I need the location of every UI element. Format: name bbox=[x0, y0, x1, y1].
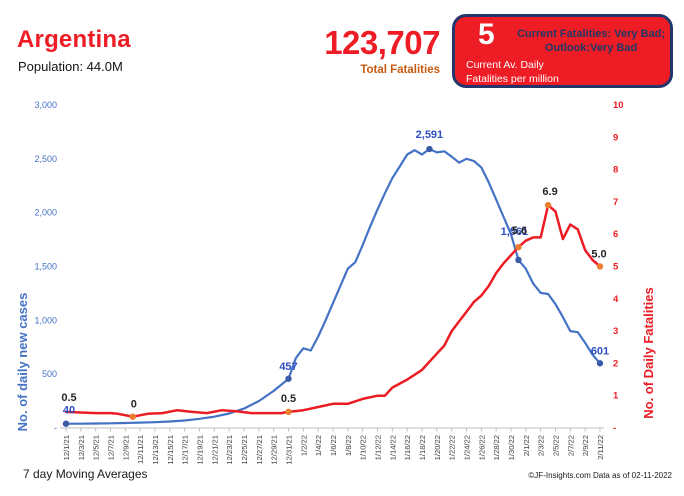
x-axis-label: 1/8/22 bbox=[344, 435, 353, 456]
x-axis-label: 1/2/22 bbox=[299, 435, 308, 456]
data-label-0: 0 bbox=[131, 399, 137, 411]
x-axis-label: 12/1/21 bbox=[62, 435, 71, 460]
daily-fatalities-7dma-marker bbox=[285, 408, 292, 416]
x-axis-label: 1/6/22 bbox=[329, 435, 338, 456]
left-axis-tick-label: 1,000 bbox=[34, 315, 57, 325]
right-axis-tick-label: 1 bbox=[613, 391, 619, 402]
x-axis-label: 1/24/22 bbox=[463, 435, 472, 460]
left-axis-tick-label: 2,500 bbox=[34, 154, 57, 164]
x-axis-label: 1/16/22 bbox=[403, 435, 412, 460]
daily-fatalities-per-million-caption: Current Av. Daily Fatalities per million bbox=[466, 58, 559, 86]
x-axis-label: 12/7/21 bbox=[107, 435, 116, 460]
data-label-2591: 2,591 bbox=[416, 129, 444, 141]
data-label-457: 457 bbox=[279, 361, 297, 373]
daily-new-cases-7dma-marker bbox=[515, 256, 522, 264]
x-axis-label: 1/18/22 bbox=[418, 435, 427, 460]
x-axis-label: 12/27/21 bbox=[255, 435, 264, 465]
caption-line-2: Fatalities per million bbox=[466, 73, 559, 86]
daily-new-cases-7dma-marker bbox=[62, 420, 70, 427]
source-attribution: ©JF-Insights.com Data as of 02-11-2022 bbox=[528, 471, 672, 480]
x-axis-label: 12/11/21 bbox=[136, 435, 145, 464]
x-axis-label: 12/3/21 bbox=[77, 435, 86, 460]
x-axis-label: 12/19/21 bbox=[196, 435, 205, 465]
fatality-metric-card: 5 Current Av. Daily Fatalities per milli… bbox=[452, 14, 673, 88]
left-axis-tick-label: 1,500 bbox=[34, 262, 57, 272]
x-axis-label: 12/13/21 bbox=[151, 435, 160, 465]
x-axis-label: 2/3/22 bbox=[537, 435, 546, 456]
x-axis-label: 12/15/21 bbox=[166, 435, 175, 465]
daily-new-cases-7dma-marker bbox=[596, 360, 604, 367]
right-axis-tick-label: 2 bbox=[613, 358, 618, 369]
status-line-2: Outlook:Very Bad bbox=[544, 41, 638, 54]
population-label: Population: 44.0M bbox=[18, 59, 123, 74]
right-axis-tick-label: - bbox=[613, 423, 616, 434]
x-axis-label: 12/31/21 bbox=[285, 435, 294, 465]
status-line-1: Current Fatalities: Very Bad; bbox=[517, 28, 665, 40]
right-axis-tick-label: 6 bbox=[613, 229, 618, 240]
right-axis-tick-label: 5 bbox=[613, 262, 619, 273]
x-axis-label: 12/9/21 bbox=[121, 435, 130, 460]
x-axis-label: 12/21/21 bbox=[210, 435, 219, 465]
daily-fatalities-7dma-marker bbox=[515, 243, 522, 251]
data-label-56: 5.6 bbox=[512, 225, 527, 237]
x-axis-label: 1/4/22 bbox=[314, 435, 323, 456]
right-axis-title: No. of Daily Fatalities bbox=[641, 287, 656, 418]
right-axis-tick-label: 7 bbox=[613, 197, 618, 208]
data-label-40: 40 bbox=[63, 405, 75, 417]
daily-fatalities-7dma-marker bbox=[544, 201, 552, 209]
right-axis-tick-label: 10 bbox=[613, 100, 624, 111]
country-title: Argentina bbox=[17, 26, 131, 53]
data-label-05: 0.5 bbox=[61, 392, 76, 404]
data-label-69: 6.9 bbox=[542, 186, 557, 198]
x-axis-label: 2/1/22 bbox=[522, 435, 531, 456]
right-axis-tick-label: 4 bbox=[613, 294, 619, 305]
x-axis-label: 2/11/22 bbox=[596, 435, 605, 460]
daily-new-cases-7dma-marker bbox=[285, 375, 292, 382]
x-axis-label: 12/23/21 bbox=[225, 435, 234, 465]
x-axis-label: 1/14/22 bbox=[388, 435, 397, 460]
x-axis-label: 1/10/22 bbox=[359, 435, 368, 460]
left-axis-tick-label: 500 bbox=[42, 369, 57, 379]
x-axis-label: 1/12/22 bbox=[374, 435, 383, 460]
right-axis-tick-label: 8 bbox=[613, 165, 618, 176]
total-fatalities-value: 123,707 bbox=[324, 24, 440, 61]
daily-new-cases-7dma-marker bbox=[426, 145, 433, 153]
moving-average-note: 7 day Moving Averages bbox=[23, 467, 148, 481]
x-axis-label: 2/7/22 bbox=[566, 435, 575, 456]
x-axis-label: 12/25/21 bbox=[240, 435, 249, 465]
fatality-status-text: Current Fatalities: Very Bad; Outlook:Ve… bbox=[517, 28, 665, 56]
right-axis-tick-label: 9 bbox=[613, 132, 618, 143]
left-axis-tick-label: 3,000 bbox=[34, 100, 57, 110]
x-axis-label: 2/9/22 bbox=[581, 435, 590, 456]
left-axis-tick-label: 2,000 bbox=[34, 208, 57, 218]
left-axis-title: No. of daily new cases bbox=[15, 293, 30, 432]
data-label-05: 0.5 bbox=[281, 393, 296, 405]
x-axis-label: 1/30/22 bbox=[507, 435, 516, 460]
right-axis-tick-label: 3 bbox=[613, 326, 618, 337]
x-axis-label: 2/5/22 bbox=[552, 435, 561, 456]
x-axis-label: 12/17/21 bbox=[181, 435, 190, 465]
data-label-1561: 1,561 bbox=[501, 226, 529, 238]
x-axis-label: 12/5/21 bbox=[92, 435, 101, 460]
x-axis-label: 1/28/22 bbox=[492, 435, 501, 460]
daily-fatalities-7dma-line bbox=[64, 203, 602, 418]
left-axis-tick-label: - bbox=[54, 423, 57, 433]
x-axis-label: 1/22/22 bbox=[448, 435, 457, 460]
x-axis-label: 1/20/22 bbox=[433, 435, 442, 460]
total-fatalities-label: Total Fatalities bbox=[360, 64, 440, 76]
caption-line-1: Current Av. Daily bbox=[466, 59, 544, 71]
x-axis-label: 12/29/21 bbox=[270, 435, 279, 465]
daily-new-cases-7dma-line bbox=[64, 147, 602, 425]
daily-fatalities-7dma-marker bbox=[596, 263, 604, 270]
x-axis-label: 1/26/22 bbox=[477, 435, 486, 460]
data-label-601: 601 bbox=[591, 345, 609, 357]
daily-fatalities-per-million-value: 5 bbox=[478, 18, 495, 51]
daily-fatalities-7dma-marker bbox=[129, 413, 136, 420]
data-label-50: 5.0 bbox=[591, 249, 606, 261]
